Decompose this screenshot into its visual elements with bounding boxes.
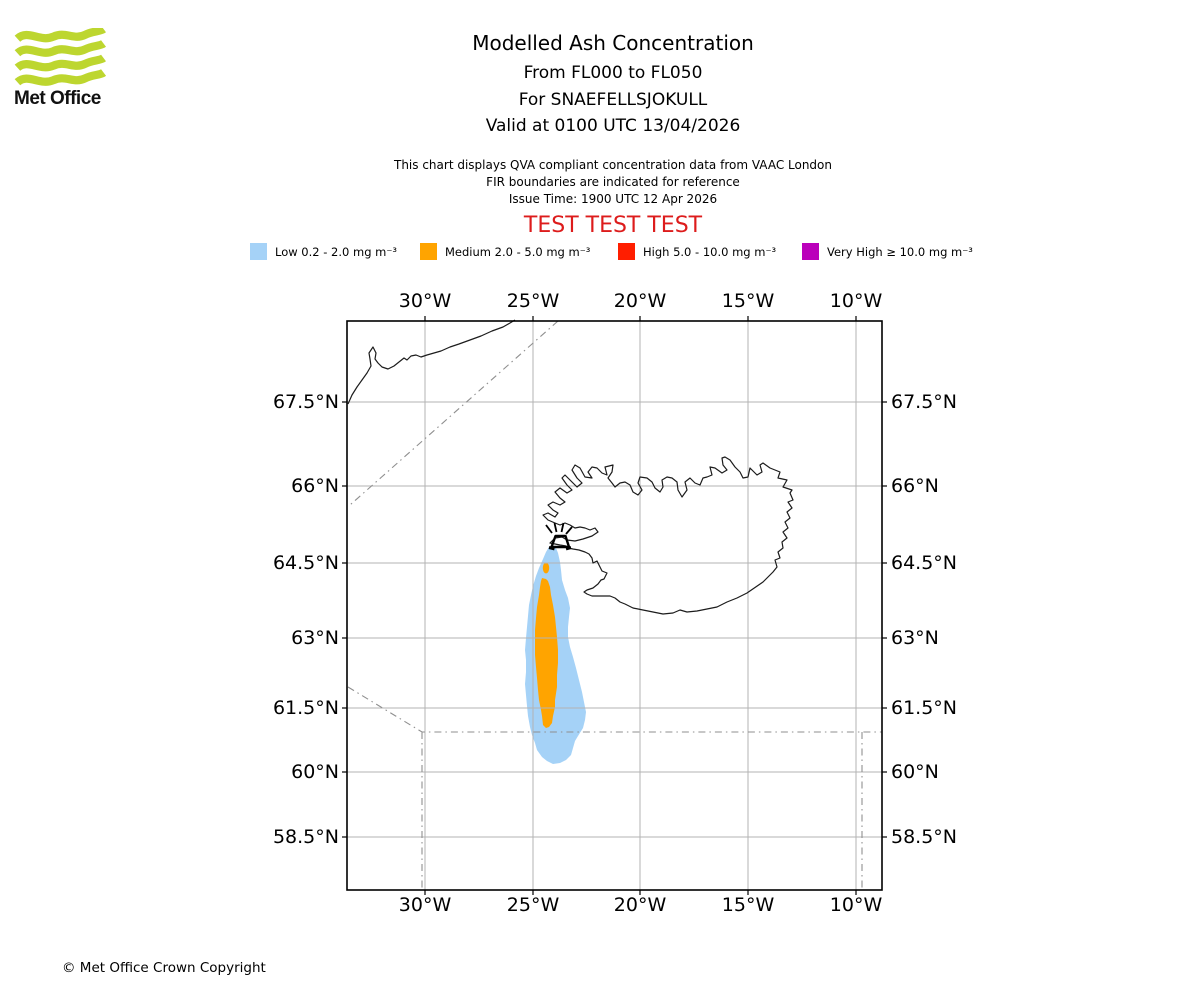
axis-tick-marks [342,316,887,895]
legend-item-0: Low 0.2 - 2.0 mg m⁻³ [250,243,397,260]
met-office-logo [14,28,106,86]
legend-swatch [618,243,635,260]
fir-boundary-northwest [349,320,559,506]
legend-label: Low 0.2 - 2.0 mg m⁻³ [275,244,398,259]
info-issue-time: Issue Time: 1900 UTC 12 Apr 2026 [508,192,718,206]
legend-label: High 5.0 - 10.0 mg m⁻³ [643,244,777,259]
page-title: Modelled Ash Concentration [472,31,754,55]
legend-label: Medium 2.0 - 5.0 mg m⁻³ [445,244,591,259]
map-frame [346,320,883,891]
lat-lon-grid [347,321,882,890]
ash-plume-medium-dot [542,562,550,574]
legend-swatch [802,243,819,260]
legend-item-1: Medium 2.0 - 5.0 mg m⁻³ [420,243,590,260]
met-office-wordmark: Met Office [14,88,101,109]
greenland-coastline [347,319,516,405]
info-qva-compliance: This chart displays QVA compliant concen… [394,158,832,172]
iceland-coastline [542,456,794,615]
subtitle-valid-time: Valid at 0100 UTC 13/04/2026 [485,116,741,136]
info-fir-boundaries: FIR boundaries are indicated for referen… [486,175,740,189]
test-banner: TEST TEST TEST [523,213,703,238]
copyright-notice: © Met Office Crown Copyright [62,960,266,976]
legend-label: Very High ≥ 10.0 mg m⁻³ [827,244,973,259]
legend-item-2: High 5.0 - 10.0 mg m⁻³ [618,243,776,260]
volcano-marker [545,522,573,551]
subtitle-flight-levels: From FL000 to FL050 [523,63,703,83]
ash-plume-medium [535,578,558,728]
legend-swatch [420,243,437,260]
fir-boundary-south [347,686,882,890]
subtitle-volcano: For SNAEFELLSJOKULL [518,90,708,110]
legend-item-3: Very High ≥ 10.0 mg m⁻³ [802,243,973,260]
legend-swatch [250,243,267,260]
